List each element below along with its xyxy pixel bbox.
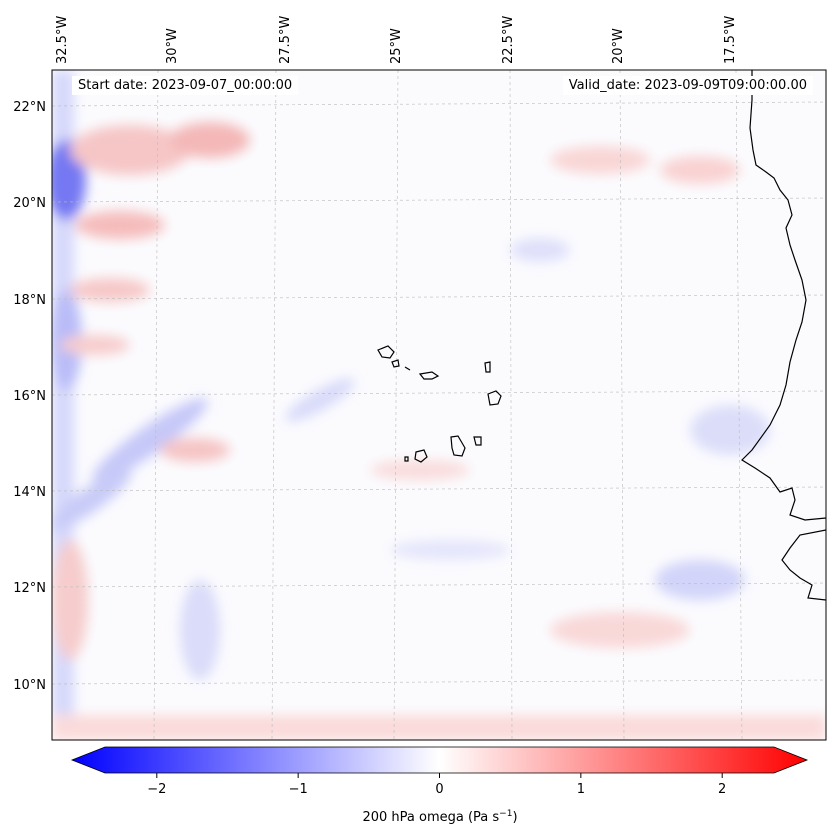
longitude-labels: 32.5°W 30°W 27.5°W 25°W 22.5°W 20°W 17.5… [55, 16, 738, 64]
colorbar-ticks: −2 −1 0 1 2 [147, 773, 726, 797]
colorbar-title: 200 hPa omega (Pa s−1) [362, 809, 517, 825]
map-panel [51, 69, 827, 741]
colorbar-bar [70, 746, 809, 774]
lat-label: 10°N [13, 678, 46, 693]
lon-label: 20°W [611, 28, 626, 64]
lon-label: 32.5°W [55, 16, 70, 64]
start-date-label: Start date: 2023-09-07_00:00:00 [72, 76, 299, 95]
coastline-africa [741, 70, 826, 601]
colorbar-tick-label: 1 [577, 782, 585, 797]
lon-label: 17.5°W [723, 16, 738, 64]
cape-verde-islands [377, 345, 502, 463]
map-frame [51, 69, 827, 741]
lat-label: 12°N [13, 581, 46, 596]
gridlines [52, 70, 826, 740]
lat-label: 22°N [13, 100, 46, 115]
lon-label: 27.5°W [278, 16, 293, 64]
colorbar: −2 −1 0 1 2 200 hPa omega (Pa s−1) [70, 746, 809, 825]
colorbar-tick-label: −1 [289, 782, 308, 797]
lat-label: 18°N [13, 293, 46, 308]
lon-label: 30°W [165, 28, 180, 64]
valid-date-label: Valid_date: 2023-09-09T09:00:00.00 [562, 76, 813, 95]
omega-field [52, 70, 826, 740]
lat-label: 20°N [13, 196, 46, 211]
colorbar-tick-label: 2 [718, 782, 726, 797]
lon-label: 22.5°W [501, 16, 516, 64]
lat-label: 16°N [13, 389, 46, 404]
colorbar-tick-label: 0 [435, 782, 443, 797]
latitude-labels: 22°N 20°N 18°N 16°N 14°N 12°N 10°N [13, 100, 46, 693]
colorbar-tick-label: −2 [147, 782, 166, 797]
lat-label: 14°N [13, 485, 46, 500]
lon-label: 25°W [389, 28, 404, 64]
